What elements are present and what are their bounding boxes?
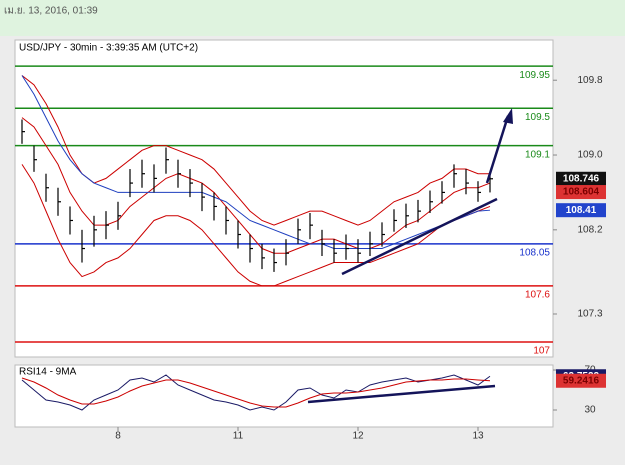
x-tick-label: 8	[115, 431, 121, 442]
level-label: 107	[533, 346, 550, 357]
price-tag-label: 59.2416	[563, 375, 600, 386]
price-tag	[556, 185, 606, 200]
price-tag-label: 108.746	[563, 173, 600, 184]
arrow-head	[503, 108, 513, 124]
y-tick-label: 30	[584, 405, 596, 416]
y-tick-label: 108.2	[577, 224, 602, 235]
x-tick-label: 11	[233, 431, 244, 442]
level-label: 109.5	[525, 112, 550, 123]
overlay-line	[21, 75, 490, 226]
rsi-trend-line	[307, 384, 496, 404]
y-tick-label: 109.0	[577, 150, 602, 161]
level-label: 107.6	[525, 290, 550, 301]
price-tag-label: 108.604	[563, 187, 600, 198]
price-tag	[556, 171, 606, 186]
overlay-line	[21, 75, 491, 250]
arrow-shaft	[485, 115, 510, 184]
rsi-title: RSI14 - 9MA	[19, 367, 77, 378]
trend-line	[341, 197, 498, 276]
overlay-line	[21, 117, 491, 254]
price-tag	[556, 373, 606, 388]
rsi-line	[21, 374, 491, 411]
level-label: 109.95	[519, 70, 550, 81]
overlay-line	[21, 164, 491, 287]
y-tick-label: 109.8	[577, 75, 602, 86]
price-panel	[14, 39, 554, 358]
price-tag	[556, 203, 606, 218]
timestamp: เม.ย. 13, 2016, 01:39	[4, 6, 98, 17]
rsi-panel	[14, 364, 554, 428]
x-tick-label: 13	[472, 431, 484, 442]
rsi-line	[21, 377, 491, 408]
level-label: 109.1	[525, 149, 550, 160]
price-title: USD/JPY - 30min - 3:39:35 AM (UTC+2)	[19, 43, 198, 54]
top-strip	[0, 0, 625, 36]
price-tag-label: 108.41	[566, 205, 597, 216]
y-tick-label: 107.3	[577, 309, 602, 320]
x-tick-label: 12	[352, 431, 364, 442]
level-label: 108.05	[519, 247, 550, 258]
